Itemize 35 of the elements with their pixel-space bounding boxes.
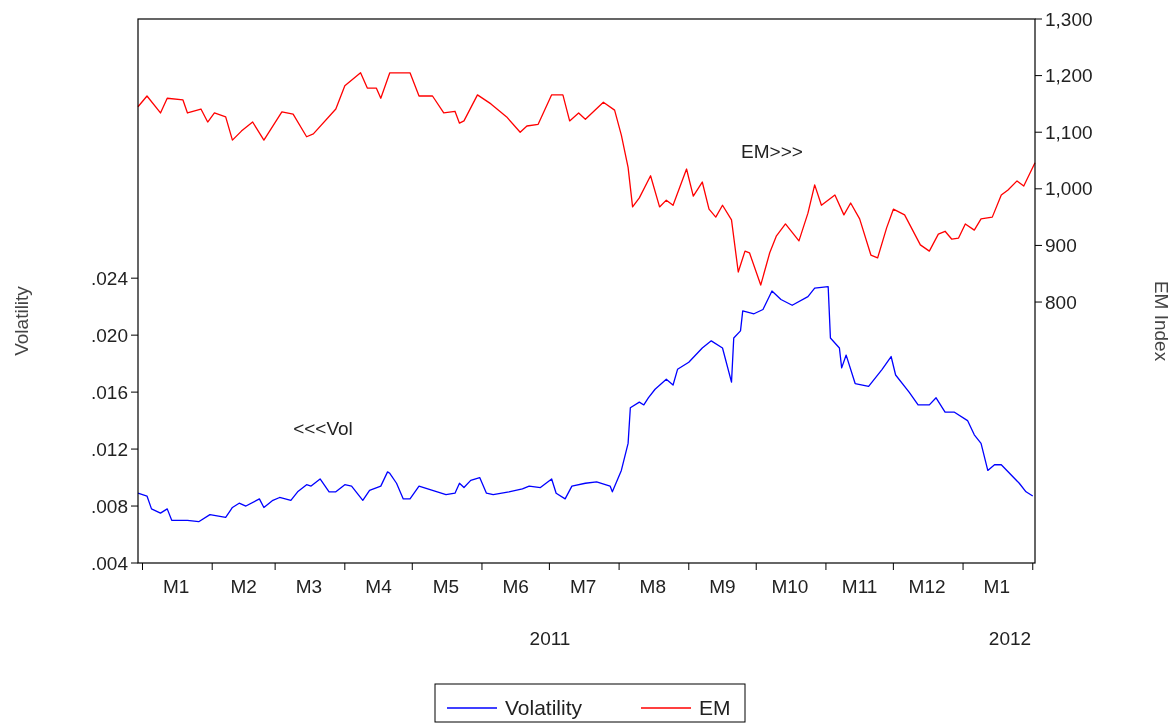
x-tick-label: M10	[771, 576, 809, 597]
line-series	[137, 286, 1034, 523]
y2-tick-label: 900	[1045, 235, 1077, 257]
text: 2011	[529, 628, 571, 649]
y2-tick-label: 1,100	[1045, 121, 1093, 143]
annotation: EM>>>	[741, 141, 803, 162]
x-tick-label: M3	[295, 576, 323, 597]
line-series	[137, 72, 1036, 286]
y2-tick-label: 1,300	[1045, 8, 1093, 30]
y2-tick-label: 800	[1045, 291, 1077, 313]
x-tick-label: M4	[365, 576, 393, 597]
x-tick-label: M6	[502, 576, 529, 597]
y-tick-label: .008	[91, 495, 128, 517]
y2-axis-title: EM Index	[1151, 280, 1172, 362]
legend-label: EM	[699, 696, 731, 719]
x-tick-label: M1	[163, 576, 190, 597]
text: 2012	[988, 628, 1032, 649]
x-tick-label: M1	[983, 576, 1010, 597]
x-tick-label: M8	[639, 576, 667, 597]
x-tick-label: M11	[841, 576, 878, 597]
y-tick-label: .024	[91, 267, 129, 289]
x-tick-label: M5	[432, 576, 460, 597]
y-axis-title: Volatility	[11, 285, 32, 356]
y-tick-label: .016	[91, 381, 128, 403]
y-tick-label: .004	[91, 552, 129, 574]
annotation: <<<Vol	[293, 418, 353, 439]
y2-tick-label: 1,000	[1045, 178, 1093, 200]
x-tick-label: M9	[709, 576, 736, 597]
x-tick-label: M2	[230, 576, 257, 597]
x-tick-label: M12	[908, 576, 946, 597]
legend-label: Volatility	[505, 696, 583, 719]
y-tick-label: .020	[91, 324, 128, 346]
y-tick-label: .012	[91, 438, 128, 460]
y2-tick-label: 1,200	[1045, 65, 1093, 87]
x-tick-label: M7	[569, 576, 597, 597]
